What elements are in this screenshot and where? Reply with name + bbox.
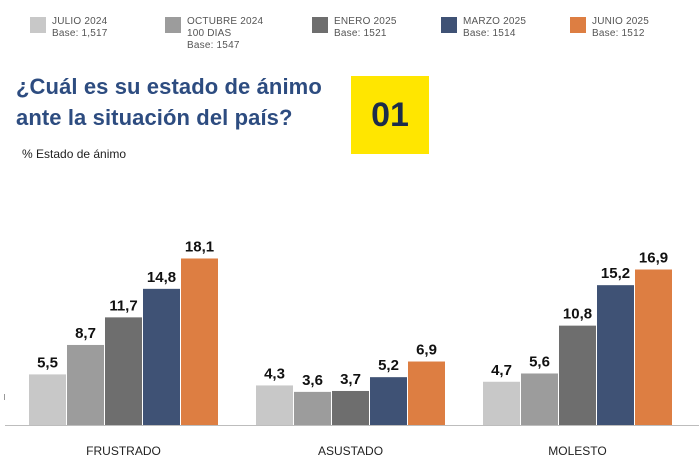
- legend-swatch: [441, 17, 457, 33]
- legend-base: Base: 1514: [463, 28, 516, 39]
- data-label: 3,6: [302, 372, 323, 389]
- data-label: 16,9: [639, 250, 668, 267]
- legend-item-julio-2024: JULIO 2024 Base: 1,517: [30, 16, 108, 40]
- data-label: 4,7: [491, 362, 512, 379]
- legend-base: Base: 1521: [334, 28, 387, 39]
- data-label: 11,7: [109, 297, 137, 314]
- data-label: 18,1: [185, 238, 214, 255]
- bar-frustrado-junio-2025: [181, 258, 218, 425]
- bar-frustrado-julio-2024: [29, 374, 66, 425]
- legend-item-octubre-2024: OCTUBRE 2024 100 DIAS Base: 1547: [165, 16, 263, 52]
- legend-extra: 100 DIAS: [187, 28, 232, 39]
- bar-molesto-enero-2025: [559, 325, 596, 425]
- data-label: 14,8: [147, 269, 176, 286]
- legend-item-enero-2025: ENERO 2025 Base: 1521: [312, 16, 397, 40]
- data-label: 5,6: [529, 353, 550, 370]
- data-label: 3,7: [340, 371, 361, 388]
- data-label: 5,5: [37, 354, 58, 371]
- legend-label: MARZO 2025: [463, 16, 527, 27]
- bar-asustado-octubre-2024: [294, 391, 331, 425]
- legend-swatch: [312, 17, 328, 33]
- legend-base: Base: 1,517: [52, 28, 108, 39]
- category-label: ASUSTADO: [318, 444, 383, 458]
- legend-item-junio-2025: JUNIO 2025 Base: 1512: [570, 16, 649, 40]
- legend-base: Base: 1512: [592, 28, 645, 39]
- bar-asustado-enero-2025: [332, 390, 369, 425]
- bar-frustrado-enero-2025: [105, 317, 142, 425]
- legend-swatch: [165, 17, 181, 33]
- legend-base: Base: 1547: [187, 40, 240, 51]
- bar-asustado-junio-2025: [408, 361, 445, 425]
- legend-swatch: [570, 17, 586, 33]
- chart-subtitle: % Estado de ánimo: [22, 147, 127, 161]
- bar-molesto-junio-2025: [635, 269, 672, 425]
- data-label: 10,8: [563, 306, 592, 323]
- bar-asustado-marzo-2025: [370, 377, 407, 425]
- title-line-1: ¿Cuál es su estado de ánimo: [16, 74, 322, 99]
- data-label: 5,2: [378, 357, 399, 374]
- legend-label: OCTUBRE 2024: [187, 16, 264, 27]
- chart-question-title: ¿Cuál es su estado de ánimo ante la situ…: [16, 71, 322, 133]
- legend-item-marzo-2025: MARZO 2025 Base: 1514: [441, 16, 526, 40]
- legend-label: ENERO 2025: [334, 16, 397, 27]
- data-label: 6,9: [416, 342, 437, 359]
- data-label: 4,3: [264, 365, 285, 382]
- legend-label: JUNIO 2025: [592, 16, 650, 27]
- legend-swatch: [30, 17, 46, 33]
- category-label: MOLESTO: [548, 444, 606, 458]
- data-label: 8,7: [75, 325, 96, 342]
- bar-molesto-julio-2024: [483, 381, 520, 425]
- bar-molesto-marzo-2025: [597, 285, 634, 425]
- data-label: 15,2: [601, 265, 630, 282]
- category-label: FRUSTRADO: [86, 444, 161, 458]
- bar-molesto-octubre-2024: [521, 373, 558, 425]
- title-line-2: ante la situación del país?: [16, 105, 293, 130]
- question-number-badge: 01: [351, 76, 429, 154]
- legend: JULIO 2024 Base: 1,517 OCTUBRE 2024 100 …: [30, 16, 689, 60]
- legend-label: JULIO 2024: [52, 16, 108, 27]
- bar-asustado-julio-2024: [256, 385, 293, 425]
- bar-frustrado-marzo-2025: [143, 288, 180, 425]
- bar-frustrado-octubre-2024: [67, 344, 104, 425]
